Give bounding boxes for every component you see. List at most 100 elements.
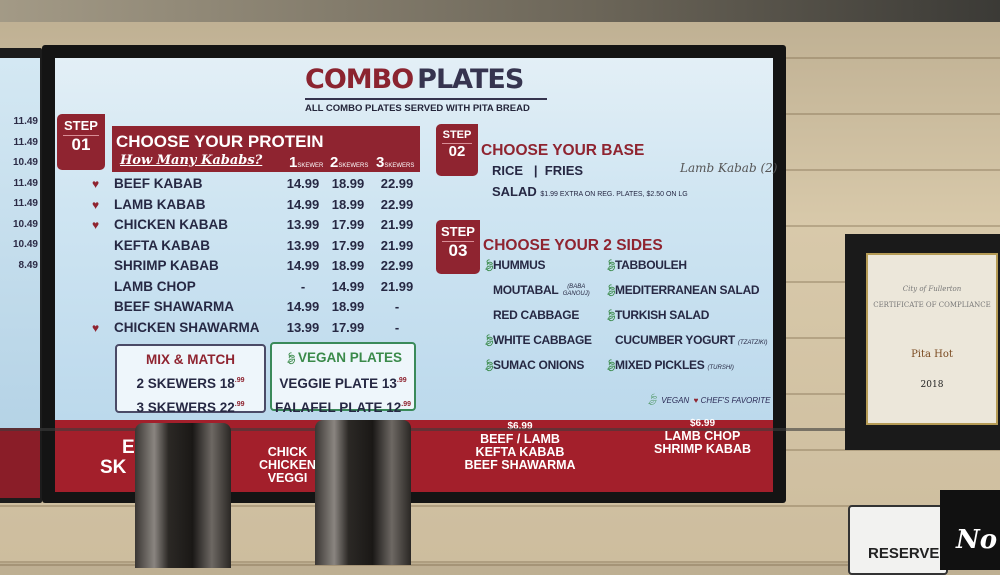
protein-name: CHICKEN KABAB [114,217,228,232]
left-price: 11.49 [13,136,38,148]
base-options: RICE | FRIES [492,163,584,178]
band-combo-2: $6.99 LAMB CHOP SHRIMP KABAB [654,418,751,456]
band-left-text: E SK [100,437,135,478]
side-name: TABBOULEH [615,258,687,272]
protein-header-bar [112,126,420,172]
menu-subtitle: ALL COMBO PLATES SERVED WITH PITA BREAD [305,103,530,114]
heart-icon: ♥ [92,218,100,232]
band-middle-text: CHICK CHICKEN VEGGI [259,445,316,485]
step-01-badge: STEP 01 [57,114,105,170]
black-sign: No [940,490,1000,570]
left-price: 11.49 [13,177,38,189]
side-name: MEDITERRANEAN SALAD [615,283,760,297]
left-price: 10.49 [12,239,38,250]
side-item: RED CABBAGE [482,308,579,322]
veggie-plate: VEGGIE PLATE 13.99 [279,376,407,391]
price: 13.99 [286,237,320,253]
vegan-leaf-icon: 🍃︎ [645,394,659,406]
left-price: 11.49 [13,116,38,127]
side-name: MOUTABAL [493,283,559,297]
mix-3-skewers: 3 SKEWERS 22.99 [136,400,245,415]
protein-name: KEFTA KABAB [114,237,210,253]
side-name: SUMAC ONIONS [493,358,585,372]
protein-row: SHRIMP KABAB 14.99 18.99 22.99 [92,257,422,278]
price: 21.99 [380,278,414,294]
price: - [300,278,306,294]
side-item: 🍃︎MEDITERRANEAN SALAD [604,283,760,297]
protein-row: KEFTA KABAB 13.99 17.99 21.99 [92,237,422,258]
left-price: 8.49 [18,259,38,271]
price: 18.99 [331,176,365,191]
left-price: 10.49 [12,157,38,168]
protein-row: BEEF SHAWARMA 14.99 18.99 - [92,298,422,319]
title-rule [305,98,547,100]
side-name: TURKISH SALAD [615,308,710,322]
price: 22.99 [380,196,414,212]
side-name: RED CABBAGE [493,308,580,322]
price: - [394,299,400,314]
reserve-sign: RESERVE [848,505,948,575]
side-item: MOUTABAL (BABA GANOUJ) [482,283,591,298]
step-03-badge: STEP 03 [436,220,480,274]
leaf-icon: 🍃︎ [604,310,618,322]
side-name: HUMMUS [493,258,546,272]
side-name: MIXED PICKLES [615,358,705,372]
protein-row: ♥ LAMB KABAB 14.99 18.99 22.99 [92,196,422,217]
side-name: CUCUMBER YOGURT [615,333,735,347]
band-combo-1: $6.99 BEEF / LAMB KEFTA KABAB BEEF SHAWARMA [464,421,576,472]
price: 14.99 [286,299,320,314]
heart-icon: ♥ [693,396,699,405]
price: 21.99 [380,237,414,253]
leaf-icon: 🍃︎ [482,360,496,372]
protein-row: ♥ CHICKEN SHAWARMA 13.99 17.99 - [92,319,422,340]
protein-name: SHRIMP KABAB [114,258,219,273]
side-note: (TURSHI) [707,365,734,371]
price: 18.99 [331,299,365,314]
handwritten-note: Lamb Kabab (2) [680,161,778,175]
leaf-icon: 🍃︎ [482,335,496,347]
price: 21.99 [380,217,414,232]
left-price: 11.49 [13,198,38,209]
legend: 🍃︎ VEGAN ♥ CHEF'S FAVORITE [645,394,771,406]
column-3-skewers: 3SKEWERS [376,154,415,171]
protein-name: BEEF KABAB [114,176,203,191]
falafel-plate: FALAFEL PLATE 12.99 [274,400,412,415]
leaf-icon: 🍃︎ [604,260,618,272]
step-02-badge: STEP 02 [436,124,478,176]
side-item: 🍃︎SUMAC ONIONS [482,358,584,372]
menu-title: COMBO PLATES [305,64,524,95]
heart-icon: ♥ [92,320,100,335]
heart-icon: ♥ [92,177,100,191]
base-title: CHOOSE YOUR BASE [481,142,645,159]
price: 14.99 [286,196,320,212]
leaf-icon: 🍃︎ [604,360,618,372]
sneeze-guard-edge [0,428,860,431]
price: 17.99 [331,319,365,335]
base-salad: SALAD $1.99 EXTRA ON REG. PLATES, $2.50 … [492,184,688,199]
mix-match-box: MIX & MATCH 2 SKEWERS 18.99 3 SKEWERS 22… [115,344,266,415]
leaf-icon: 🍃︎ [284,353,298,365]
protein-name: LAMB KABAB [114,196,206,212]
ceiling-strip [0,0,1000,22]
price: 18.99 [331,196,365,212]
price: 22.99 [380,176,414,191]
how-many-kababs: How Many Kababs? [120,153,263,168]
vegan-plates-title: 🍃︎VEGAN PLATES [284,350,402,365]
protein-row: ♥ CHICKEN KABAB 13.99 17.99 21.99 [92,216,422,237]
vegan-plates-box: 🍃︎VEGAN PLATES VEGGIE PLATE 13.99 FALAFE… [270,342,416,415]
protein-row: ♥ BEEF KABAB 14.99 18.99 22.99 [92,175,422,196]
column-2-skewers: 2SKEWERS [330,154,369,171]
side-item: 🍃︎TURKISH SALAD [604,308,709,322]
mix-match-title: MIX & MATCH [146,352,235,367]
protein-row: LAMB CHOP - 14.99 21.99 [92,278,422,299]
side-item: 🍃︎HUMMUS [482,258,546,272]
price: 17.99 [331,237,365,253]
leaf-icon: 🍃︎ [482,260,496,272]
price: 13.99 [286,319,320,335]
side-name: WHITE CABBAGE [493,333,592,347]
sides-title: CHOOSE YOUR 2 SIDES [483,237,663,254]
column-1-skewer: 1SKEWER [289,154,324,171]
price: 13.99 [286,217,320,232]
price: 14.99 [331,278,365,294]
price: 14.99 [286,258,320,273]
